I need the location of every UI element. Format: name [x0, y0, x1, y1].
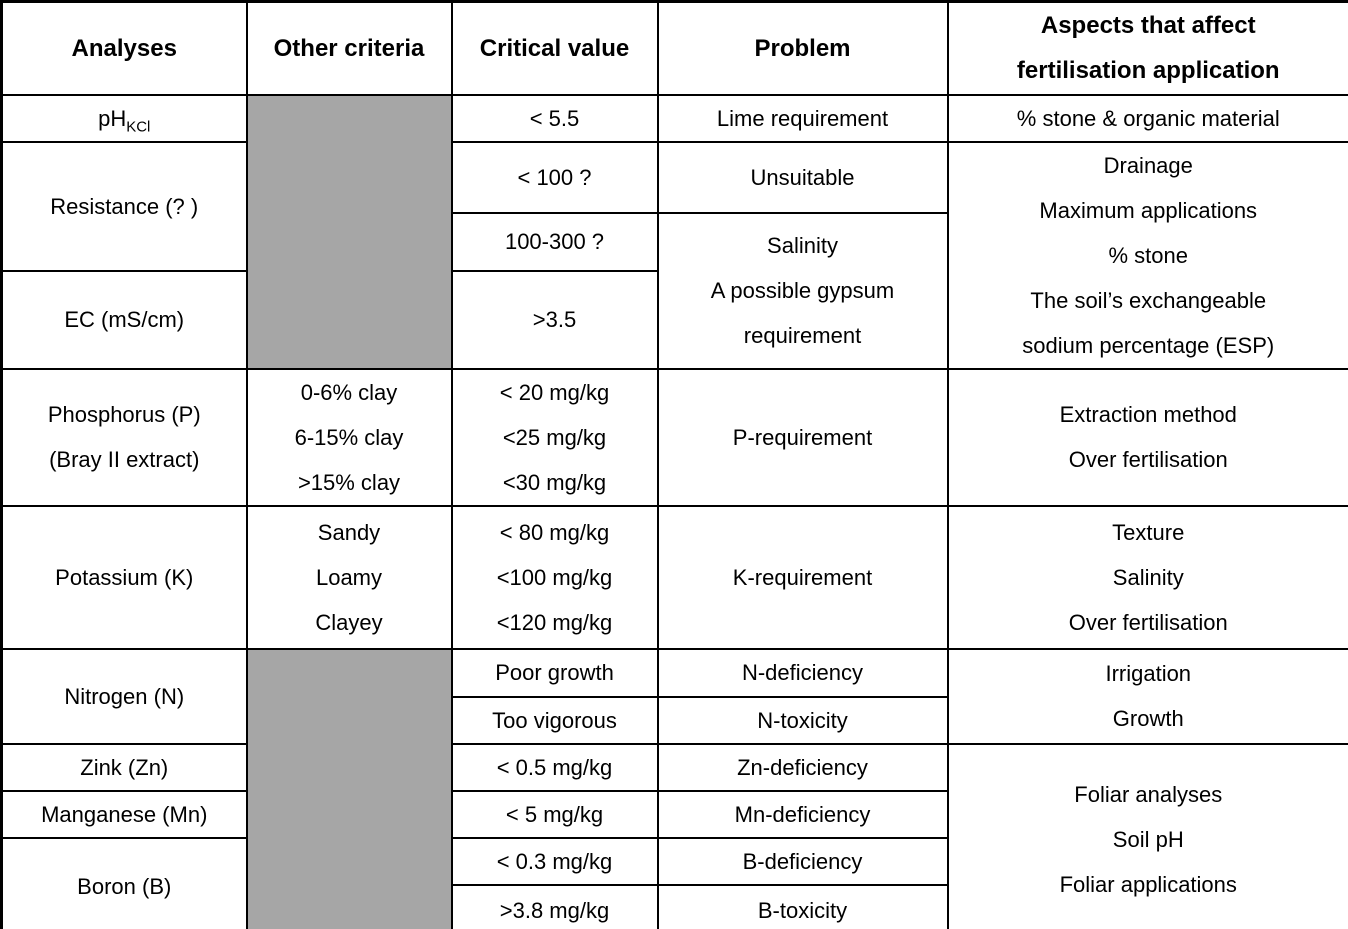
cell-boron-critical-1: < 0.3 mg/kg — [450, 836, 659, 886]
cell-phosphorus-aspects: Extraction method Over fertilisation — [946, 367, 1348, 507]
header-analyses: Analyses — [0, 0, 248, 96]
header-other-criteria: Other criteria — [245, 0, 453, 96]
table-row-potassium: Potassium (K) Sandy Loamy Clayey < 80 mg/k… — [0, 504, 1348, 650]
cell-boron-problem-2: B-toxicity — [656, 883, 949, 929]
header-problem: Problem — [656, 0, 949, 96]
table-row-boron-1: Boron (B) < 0.3 mg/kg B-deficiency — [0, 836, 1348, 929]
cell-resistance-problem-1: Unsuitable — [656, 140, 949, 214]
cell-potassium-analysis: Potassium (K) — [0, 504, 248, 650]
table-row-resistance-2: 100-300 ? Salinity A possible gypsum requi… — [2, 211, 1348, 370]
cell-boron-problem-1: B-deficiency — [656, 836, 949, 886]
cell-resistance-analysis: Resistance (? ) — [0, 140, 248, 272]
cell-ph-problem: Lime requirement — [656, 93, 949, 143]
header-aspects: Aspects that affect fertilisation applica… — [946, 0, 1348, 96]
table-row-manganese: Manganese (Mn) < 5 mg/kg Mn-deficiency — [0, 789, 1348, 839]
cell-potassium-problem: K-requirement — [656, 504, 949, 650]
cell-salinity-problem: Salinity A possible gypsum requirement — [656, 211, 949, 370]
table-row-resistance-1: Resistance (? ) < 100 ? Unsuitable Drain… — [0, 140, 1348, 370]
cell-phosphorus-critical: < 20 mg/kg <25 mg/kg <30 mg/kg — [450, 367, 659, 507]
table-row-boron-2: >3.8 mg/kg B-toxicity — [2, 883, 1348, 929]
cell-ec-analysis: EC (mS/cm) — [0, 269, 248, 370]
table-header-row: Analyses Other criteria Critical value P… — [0, 0, 1348, 96]
table-row-zinc: Zink (Zn) < 0.5 mg/kg Zn-deficiency Foli… — [0, 742, 1348, 929]
header-critical-value: Critical value — [450, 0, 659, 96]
cell-boron-critical-2: >3.8 mg/kg — [450, 883, 659, 929]
cell-zinc-problem: Zn-deficiency — [656, 742, 949, 792]
table-row-ph: pHKCl < 5.5 Lime requirement % stone & o… — [0, 93, 1348, 370]
cell-micronutrient-aspects: Foliar analyses Soil pH Foliar application… — [946, 742, 1348, 929]
cell-zinc-critical: < 0.5 mg/kg — [450, 742, 659, 792]
cell-phosphorus-criteria: 0-6% clay 6-15% clay >15% clay — [245, 367, 453, 507]
cell-boron-analysis: Boron (B) — [0, 836, 248, 929]
table-row-ec: EC (mS/cm) >3.5 — [0, 269, 1348, 370]
cell-phosphorus-problem: P-requirement — [656, 367, 949, 507]
cell-zinc-analysis: Zink (Zn) — [0, 742, 248, 792]
ph-label: pH — [98, 105, 127, 131]
cell-resistance-critical-1: < 100 ? — [450, 140, 659, 214]
ph-subscript: KCl — [126, 117, 151, 135]
cell-potassium-criteria: Sandy Loamy Clayey — [245, 504, 453, 650]
cell-potassium-critical: < 80 mg/kg <100 mg/kg <120 mg/kg — [450, 504, 659, 650]
table-row-phosphorus: Phosphorus (P) (Bray II extract) 0-6% cla… — [0, 367, 1348, 507]
cell-ph-analysis: pHKCl — [0, 93, 248, 143]
cell-resistance-ec-aspects: Drainage Maximum applications% stone The s… — [946, 140, 1348, 370]
cell-resistance-critical-2: 100-300 ? — [450, 211, 659, 272]
merged-empty-cell-top — [245, 93, 453, 370]
merged-empty-cell-bottom — [245, 647, 453, 929]
cell-nitrogen-problem-1: N-deficiency — [656, 647, 949, 698]
cell-ph-critical: < 5.5 — [450, 93, 659, 143]
cell-potassium-aspects: Texture Salinity Over fertilisation — [946, 504, 1348, 650]
cell-ph-aspects: % stone & organic material — [946, 93, 1348, 143]
cell-nitrogen-aspects: Irrigation Growth — [946, 647, 1348, 745]
cell-nitrogen-critical-1: Poor growth — [450, 647, 659, 698]
table-row-nitrogen-2: Too vigorous N-toxicity — [2, 695, 1348, 745]
cell-nitrogen-problem-2: N-toxicity — [656, 695, 949, 745]
cell-manganese-critical: < 5 mg/kg — [450, 789, 659, 839]
table-row-nitrogen-1: Nitrogen (N) Poor growth N-deficiency Ir… — [0, 647, 1348, 929]
cell-manganese-analysis: Manganese (Mn) — [0, 789, 248, 839]
cell-phosphorus-analysis: Phosphorus (P) (Bray II extract) — [0, 367, 248, 507]
cell-nitrogen-analysis: Nitrogen (N) — [0, 647, 248, 745]
cell-nitrogen-critical-2: Too vigorous — [450, 695, 659, 745]
cell-ec-critical: >3.5 — [450, 269, 659, 370]
cell-manganese-problem: Mn-deficiency — [656, 789, 949, 839]
